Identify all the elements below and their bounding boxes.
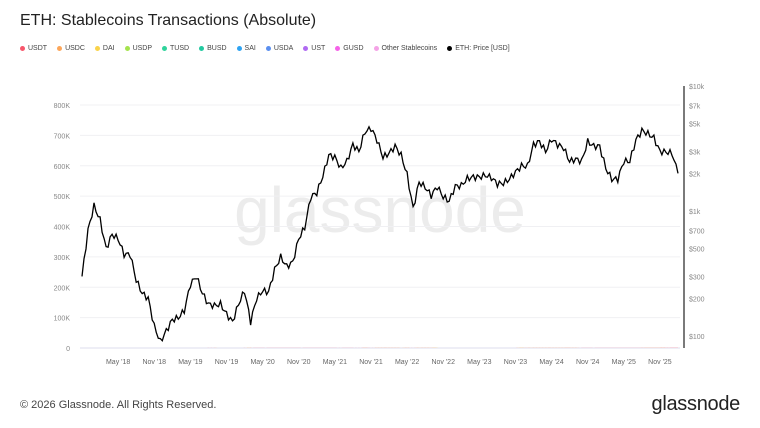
legend-dot-icon [447, 46, 453, 51]
legend-item[interactable]: UST [303, 45, 325, 52]
x-tick: May '18 [106, 359, 130, 366]
y-right-tick: $2k [689, 171, 701, 178]
legend-dot-icon [236, 46, 242, 51]
legend-item[interactable]: DAI [94, 45, 115, 52]
y-left-tick: 100K [54, 316, 71, 323]
x-tick: May '20 [250, 359, 274, 366]
y-right-tick: $1k [689, 209, 701, 216]
y-right-tick: $300 [689, 274, 705, 281]
y-right-tick: $3k [689, 149, 701, 156]
legend-dot-icon [303, 46, 309, 51]
y-right-tick: $700 [689, 228, 705, 235]
legend-item[interactable]: USDP [124, 45, 153, 52]
y-right-tick: $10k [689, 84, 705, 91]
legend-dot-icon [94, 46, 100, 51]
x-tick: May '21 [323, 359, 347, 366]
x-tick: Nov '20 [287, 359, 311, 366]
legend-item[interactable]: USDT [20, 45, 47, 52]
legend-label: USDA [273, 45, 294, 52]
legend-item[interactable]: TUSD [162, 45, 189, 52]
legend-label: BUSD [207, 45, 227, 52]
legend-item[interactable]: Other Stablecoins [373, 45, 438, 52]
legend-label: USDP [132, 45, 153, 52]
x-tick: May '24 [539, 359, 563, 366]
x-tick: Nov '25 [648, 359, 672, 366]
x-tick: May '23 [467, 359, 491, 366]
y-right-tick: $100 [689, 334, 705, 341]
y-right-tick: $5k [689, 122, 701, 129]
y-left-tick: 500K [54, 194, 71, 201]
legend-label: GUSD [343, 45, 364, 52]
y-right-tick: $200 [689, 296, 705, 303]
x-tick: Nov '24 [576, 359, 600, 366]
chart-title: ETH: Stablecoins Transactions (Absolute) [20, 12, 317, 29]
legend-label: Other Stablecoins [381, 45, 438, 52]
y-left-tick: 700K [54, 133, 71, 140]
legend-label: USDC [65, 45, 85, 52]
y-left-tick: 300K [54, 255, 71, 262]
x-tick: Nov '19 [215, 359, 239, 366]
y-left-tick: 600K [54, 164, 71, 171]
legend-dot-icon [162, 46, 168, 51]
y-left-tick: 0 [66, 346, 70, 353]
x-tick: Nov '21 [359, 359, 383, 366]
eth-price-line [81, 125, 679, 342]
legend-item[interactable]: GUSD [335, 45, 364, 52]
legend-dot-icon [335, 46, 341, 51]
x-tick: Nov '23 [504, 359, 528, 366]
legend-label: USDT [28, 45, 48, 52]
legend-item[interactable]: BUSD [199, 45, 227, 52]
legend-dot-icon [20, 46, 25, 51]
x-tick: May '25 [612, 359, 636, 366]
legend-dot-icon [265, 46, 271, 51]
chart: glassnode 0 100K 200K 300K 400K 500K 600K 700K 8… [54, 84, 705, 366]
y-left-tick: 200K [54, 285, 71, 292]
y-left-tick: 800K [54, 103, 71, 110]
legend-dot-icon [373, 46, 379, 51]
y-right-tick: $500 [689, 247, 705, 254]
watermark: glassnode [234, 174, 526, 246]
legend-dot-icon [199, 46, 205, 51]
legend-label: TUSD [170, 45, 190, 52]
legend-item[interactable]: ETH: Price [USD] [447, 45, 510, 52]
x-tick: Nov '22 [431, 359, 455, 366]
copyright: © 2026 Glassnode. All Rights Reserved. [20, 399, 217, 411]
x-tick: May '19 [178, 359, 202, 366]
legend-item[interactable]: USDA [265, 45, 294, 52]
y-right-tick: $7k [689, 103, 701, 110]
legend-label: UST [311, 45, 326, 52]
legend-label: SAI [244, 45, 256, 52]
legend: USDT USDC DAI USDP TUSD BUSD SAI USDA UST GUSD Oth… [20, 45, 510, 52]
legend-label: DAI [102, 45, 115, 52]
legend-dot-icon [124, 46, 130, 51]
glassnode-logo[interactable]: glassnode [651, 393, 741, 415]
legend-item[interactable]: SAI [236, 45, 256, 52]
x-tick: Nov '18 [142, 359, 166, 366]
legend-label: ETH: Price [USD] [455, 45, 510, 52]
legend-item[interactable]: USDC [57, 45, 85, 52]
y-left-tick: 400K [54, 225, 71, 232]
x-tick: May '22 [395, 359, 419, 366]
legend-dot-icon [57, 46, 63, 51]
